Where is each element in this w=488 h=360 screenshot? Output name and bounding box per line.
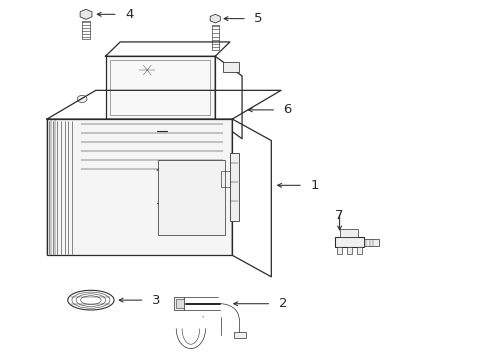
Bar [233,332,245,338]
Circle shape [48,240,60,249]
Bar [47,119,232,255]
Bar [334,237,363,247]
Text: 1: 1 [310,179,318,192]
Text: 3: 3 [152,294,160,307]
Text: 7: 7 [335,209,343,222]
Bar [160,119,173,124]
Circle shape [211,126,223,134]
Circle shape [77,95,87,103]
Bar [211,25,218,50]
Bar [110,60,210,116]
Polygon shape [80,9,92,19]
Text: 2: 2 [278,297,286,310]
Bar [339,229,357,237]
Bar [223,62,239,72]
Text: 4: 4 [125,8,133,21]
Bar [184,120,193,122]
Bar [363,239,378,246]
Bar [105,56,215,119]
Circle shape [48,123,60,131]
Bar [356,247,361,254]
Circle shape [139,64,155,76]
Bar [119,120,127,122]
Text: 6: 6 [283,103,291,116]
Bar [141,120,149,122]
Bar [116,119,129,124]
Circle shape [103,224,131,244]
Bar [336,247,341,254]
Bar [229,153,238,221]
Bar [162,120,171,122]
Bar [182,119,195,124]
Bar [176,300,183,308]
Circle shape [115,232,120,235]
Bar [346,247,351,254]
Bar [221,171,232,187]
Polygon shape [210,14,220,23]
Bar [173,297,183,310]
Text: 5: 5 [254,12,262,25]
Bar [82,22,90,40]
Bar [138,119,151,124]
Bar [158,160,224,235]
Circle shape [134,100,138,103]
